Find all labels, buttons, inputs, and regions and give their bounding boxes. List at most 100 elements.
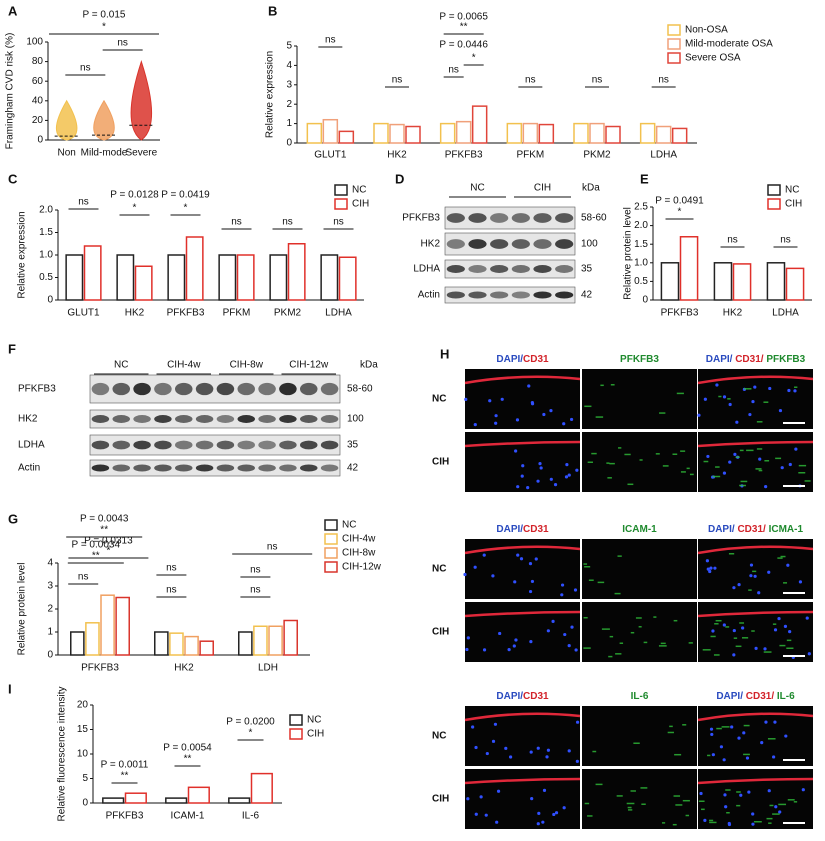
stain [767,738,776,740]
bar [713,262,733,301]
nucleus [735,420,739,424]
x-tick-label: LDHA [325,308,352,319]
stain [746,449,754,452]
nucleus [780,466,784,470]
blot-band [279,415,297,423]
bar [236,254,255,301]
x-tick-label: LDHA [772,308,799,319]
protein-label: LDHA [413,264,440,275]
stain [588,579,594,581]
legend-label: NC [785,185,799,196]
image-header: DAPI/ CD31/ ICMA-1 [708,524,803,535]
stain [768,822,772,824]
size-label: 42 [581,290,593,301]
x-tick-label: PFKFB3 [81,663,119,674]
stain [601,628,610,630]
bar [306,122,323,144]
stain [615,653,622,655]
y-tick-label: 3 [286,79,292,90]
legend-label: Severe OSA [685,53,741,64]
stain [775,457,782,460]
blot-band [154,415,172,423]
nucleus [575,759,579,763]
nucleus [754,646,758,650]
y-axis-label: Relative protein level [623,207,634,300]
annotation: P = 0.015 [83,10,126,21]
nucleus [541,820,545,824]
legend-swatch [324,561,338,573]
blot-band [237,415,255,423]
bar [573,122,589,144]
stain [669,725,673,728]
x-tick-label: PFKM [223,308,251,319]
nucleus [728,460,732,464]
stain [743,753,750,756]
annotation: * [678,207,682,218]
vessel-lining [697,440,814,448]
blot-band [154,382,172,396]
bar [70,631,85,656]
stain [698,800,705,803]
bar [187,786,210,804]
nucleus [575,720,580,724]
stain [688,642,693,644]
stain [658,645,667,647]
bar [589,122,605,144]
stain [793,801,798,803]
nucleus [801,788,805,792]
nucleus [739,793,743,797]
stain [751,630,755,632]
vessel-lining [697,712,814,722]
bar [639,122,656,144]
nucleus [507,648,511,652]
stain [614,592,621,595]
bar [269,254,288,301]
blot-band [175,415,193,423]
blot-strip [89,374,341,404]
stain [592,750,597,753]
stain [702,649,711,651]
bar [538,123,555,144]
violin [130,59,153,141]
header-part: CD31/ [746,691,777,702]
blot-strip [444,232,576,256]
nucleus [703,818,707,822]
bar [116,254,135,301]
blot-band [258,415,276,423]
nucleus [728,402,732,407]
nucleus [542,412,546,417]
nucleus [788,630,792,634]
bar [85,622,100,656]
stain [710,635,716,638]
blot-band [216,464,235,472]
x-tick-label: Severe [125,148,157,159]
blot-band [112,382,130,396]
blot-band [468,265,487,273]
nucleus [516,485,520,489]
nucleus [724,805,728,809]
nucleus [573,588,578,592]
blot-band [446,239,465,249]
y-tick-label: 100 [26,37,43,48]
nucleus [788,462,792,467]
y-tick-label: 5 [286,41,292,52]
stain [763,401,769,403]
nucleus [774,805,778,809]
stain [798,472,806,474]
stain [628,809,633,811]
stain [794,386,798,388]
stain [755,468,762,470]
y-tick-label: 10 [77,749,89,760]
nucleus [711,753,715,757]
y-tick-label: 0 [286,138,292,149]
nucleus [719,745,724,749]
stain [616,795,623,797]
nucleus [482,648,487,652]
nucleus [784,734,788,738]
nucleus [500,397,504,401]
protein-label: HK2 [18,414,38,425]
blot-strip [89,409,341,429]
violin [55,99,78,141]
legend-swatch [334,184,348,196]
